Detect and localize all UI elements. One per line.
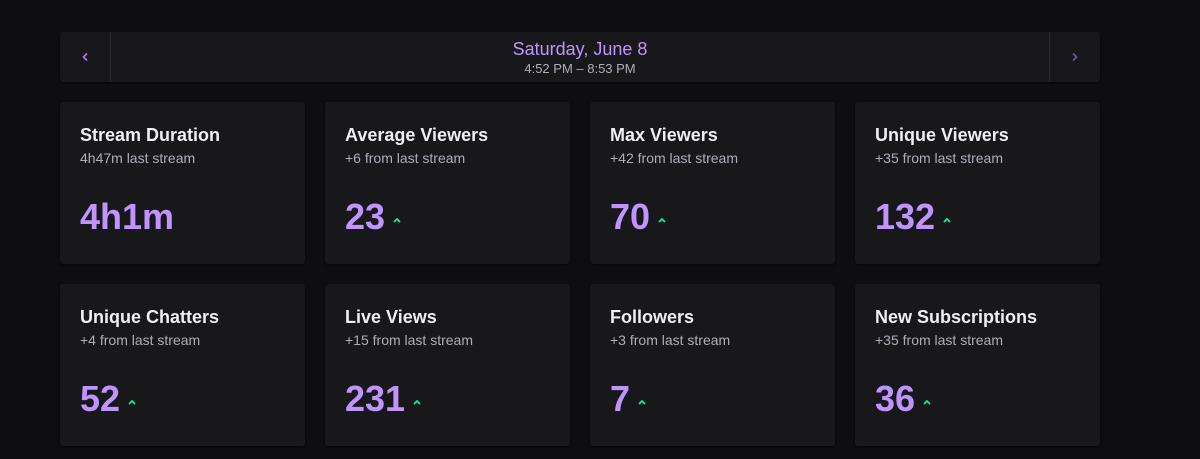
chevron-left-icon bbox=[82, 53, 88, 61]
stat-value: 4h1m bbox=[80, 196, 175, 237]
stat-value: 23 bbox=[345, 196, 386, 237]
trend-up-icon bbox=[638, 400, 646, 405]
trend-up-icon bbox=[413, 400, 421, 405]
stat-value: 52 bbox=[80, 378, 121, 419]
stats-grid: Stream Duration 4h47m last stream 4h1m A… bbox=[60, 102, 1100, 446]
stat-title: Unique Chatters bbox=[80, 307, 220, 327]
stat-card-live-views: Live Views +15 from last stream 231 bbox=[325, 284, 570, 446]
stat-card-max-viewers: Max Viewers +42 from last stream 70 bbox=[590, 102, 835, 264]
stat-title: Stream Duration bbox=[80, 125, 221, 145]
stat-title: Max Viewers bbox=[610, 125, 718, 145]
stat-value: 231 bbox=[345, 378, 406, 419]
stat-value: 7 bbox=[610, 378, 631, 419]
stat-comparison: 4h47m last stream bbox=[80, 150, 196, 166]
stat-title: Followers bbox=[610, 307, 695, 327]
stat-card-unique-chatters: Unique Chatters +4 from last stream 52 bbox=[60, 284, 305, 446]
stream-time-range: 4:52 PM – 8:53 PM bbox=[524, 60, 636, 76]
trend-up-icon bbox=[943, 218, 951, 223]
stat-card-average-viewers: Average Viewers +6 from last stream 23 bbox=[325, 102, 570, 264]
stat-title: Unique Viewers bbox=[875, 125, 1009, 145]
next-stream-button[interactable] bbox=[1049, 32, 1100, 82]
stat-card-stream-duration: Stream Duration 4h47m last stream 4h1m bbox=[60, 102, 305, 264]
trend-up-icon bbox=[923, 400, 931, 405]
stat-card-followers: Followers +3 from last stream 7 bbox=[590, 284, 835, 446]
stat-card-unique-viewers: Unique Viewers +35 from last stream 132 bbox=[855, 102, 1100, 264]
date-display: Saturday, June 8 4:52 PM – 8:53 PM bbox=[111, 32, 1049, 82]
trend-up-icon bbox=[393, 218, 401, 223]
stat-comparison: +35 from last stream bbox=[875, 332, 1003, 348]
date-navigator: Saturday, June 8 4:52 PM – 8:53 PM bbox=[60, 32, 1100, 82]
trend-up-icon bbox=[658, 218, 666, 223]
chevron-right-icon bbox=[1072, 53, 1078, 61]
stat-title: Live Views bbox=[345, 307, 437, 327]
stat-comparison: +35 from last stream bbox=[875, 150, 1003, 166]
stat-value: 132 bbox=[875, 196, 936, 237]
stat-comparison: +6 from last stream bbox=[345, 150, 466, 166]
previous-stream-button[interactable] bbox=[60, 32, 111, 82]
stream-summary: Saturday, June 8 4:52 PM – 8:53 PM Strea… bbox=[60, 32, 1100, 446]
stat-value: 36 bbox=[875, 378, 916, 419]
stat-title: New Subscriptions bbox=[875, 307, 1038, 327]
stat-comparison: +42 from last stream bbox=[610, 150, 738, 166]
stat-card-new-subscriptions: New Subscriptions +35 from last stream 3… bbox=[855, 284, 1100, 446]
stat-comparison: +15 from last stream bbox=[345, 332, 473, 348]
stat-comparison: +4 from last stream bbox=[80, 332, 201, 348]
stat-value: 70 bbox=[610, 196, 651, 237]
stat-comparison: +3 from last stream bbox=[610, 332, 731, 348]
stream-date: Saturday, June 8 bbox=[512, 38, 648, 59]
stat-title: Average Viewers bbox=[345, 125, 489, 145]
trend-up-icon bbox=[128, 400, 136, 405]
